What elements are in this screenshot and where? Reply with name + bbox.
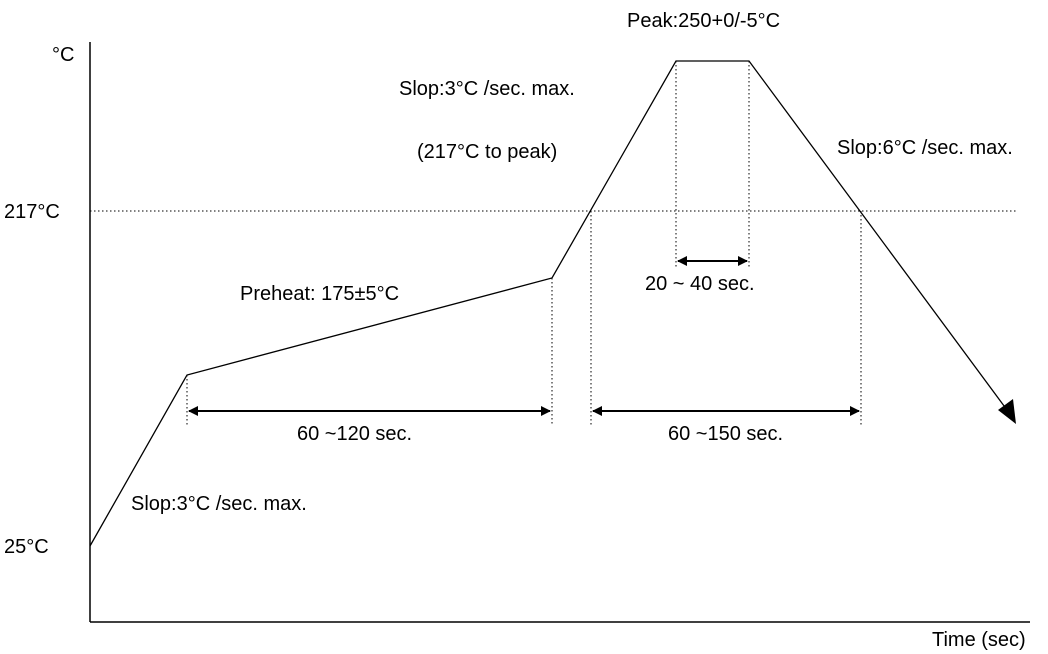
peak-interval-label: 20 ~ 40 sec.	[645, 273, 755, 295]
temperature-profile-line	[90, 61, 1010, 546]
slope-to-peak-note: (217°C to peak)	[417, 141, 557, 163]
cooling-arrowhead	[998, 399, 1016, 424]
preheat-label: Preheat: 175±5°C	[240, 283, 399, 305]
y-axis-unit-label: °C	[52, 44, 74, 66]
peak-label: Peak:250+0/-5°C	[627, 10, 780, 32]
y-tick-217: 217°C	[4, 201, 60, 223]
y-tick-25: 25°C	[4, 536, 49, 558]
above-217-interval-label: 60 ~150 sec.	[668, 423, 783, 445]
preheat-interval-label: 60 ~120 sec.	[297, 423, 412, 445]
x-axis-label: Time (sec)	[932, 629, 1026, 651]
ramp-slope-label: Slop:3°C /sec. max.	[131, 493, 307, 515]
slope-to-peak-label: Slop:3°C /sec. max.	[399, 78, 575, 100]
cooling-slope-label: Slop:6°C /sec. max.	[837, 137, 1013, 159]
